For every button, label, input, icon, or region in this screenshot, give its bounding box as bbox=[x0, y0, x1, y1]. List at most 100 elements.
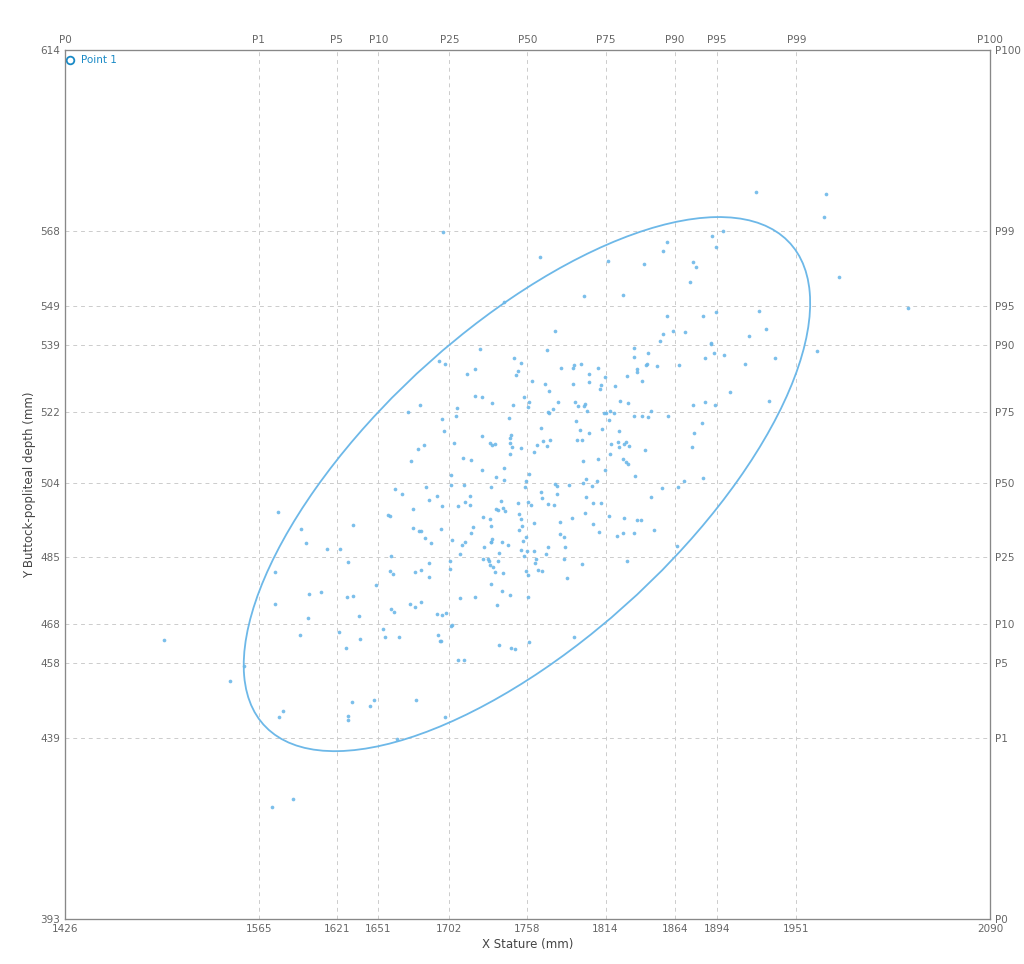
Point bbox=[338, 640, 354, 656]
Point bbox=[382, 509, 398, 524]
Point bbox=[577, 289, 593, 305]
Point bbox=[408, 564, 424, 579]
Point bbox=[489, 502, 506, 518]
Point bbox=[816, 209, 833, 225]
Point bbox=[538, 547, 554, 562]
Point bbox=[382, 549, 398, 564]
Point bbox=[421, 555, 437, 571]
Point bbox=[502, 411, 518, 426]
Point bbox=[639, 356, 655, 371]
Point bbox=[602, 403, 618, 418]
Point bbox=[497, 471, 513, 487]
Point bbox=[526, 544, 543, 559]
Point bbox=[593, 377, 609, 392]
Point bbox=[640, 345, 656, 361]
Point bbox=[609, 528, 626, 544]
Text: N 358  R 0.678    μ(X) 1757.6  σ(X) 82.98    μ(Y) 503.6  σ(Y) 27.72: N 358 R 0.678 μ(X) 1757.6 σ(X) 82.98 μ(Y… bbox=[205, 9, 591, 21]
Point bbox=[482, 512, 499, 527]
Point bbox=[441, 561, 458, 576]
Point bbox=[526, 515, 543, 530]
Point bbox=[697, 350, 714, 365]
Point bbox=[467, 590, 483, 605]
Point bbox=[634, 409, 650, 424]
Point bbox=[521, 634, 538, 650]
Point bbox=[552, 515, 568, 530]
Point bbox=[659, 408, 676, 423]
Point bbox=[682, 274, 698, 289]
Point bbox=[399, 404, 416, 419]
Point bbox=[269, 504, 286, 520]
Point bbox=[549, 486, 565, 501]
Point bbox=[445, 435, 462, 450]
Point bbox=[423, 535, 439, 550]
Point bbox=[708, 240, 724, 255]
Point bbox=[752, 304, 768, 319]
Point bbox=[620, 456, 636, 471]
Point bbox=[541, 406, 557, 421]
Point bbox=[388, 732, 404, 747]
Point bbox=[600, 508, 616, 523]
Point bbox=[518, 473, 535, 489]
Point bbox=[636, 256, 652, 272]
Point bbox=[520, 590, 537, 605]
Point bbox=[722, 384, 738, 399]
Point bbox=[472, 341, 488, 357]
Point bbox=[482, 576, 499, 592]
Point bbox=[474, 428, 490, 443]
Point bbox=[654, 481, 671, 496]
Point bbox=[655, 327, 672, 342]
Point bbox=[413, 523, 429, 539]
Point bbox=[465, 519, 481, 534]
Point bbox=[429, 489, 445, 504]
Point bbox=[510, 363, 526, 379]
Point bbox=[484, 395, 501, 411]
Point bbox=[435, 423, 452, 439]
Point bbox=[584, 478, 600, 494]
Point bbox=[432, 522, 449, 537]
Point bbox=[340, 712, 356, 728]
Point bbox=[452, 590, 468, 605]
Point bbox=[676, 473, 692, 489]
Point bbox=[572, 356, 589, 371]
Point bbox=[366, 692, 382, 708]
Point bbox=[482, 534, 499, 549]
Point bbox=[561, 478, 578, 494]
Point bbox=[437, 356, 454, 371]
Point bbox=[437, 605, 454, 621]
Point bbox=[585, 517, 601, 532]
Point bbox=[520, 466, 537, 481]
Point bbox=[404, 521, 421, 536]
Point bbox=[602, 446, 618, 462]
Point bbox=[344, 694, 360, 710]
Point bbox=[443, 617, 460, 632]
Point bbox=[513, 511, 529, 526]
Point bbox=[368, 577, 384, 593]
Point bbox=[620, 395, 636, 411]
Y-axis label: Y Buttock-popliteal depth (mm): Y Buttock-popliteal depth (mm) bbox=[24, 391, 36, 577]
Point bbox=[591, 524, 607, 540]
Point bbox=[556, 529, 572, 545]
Point bbox=[418, 479, 434, 495]
Point bbox=[707, 345, 723, 361]
Point bbox=[496, 294, 512, 309]
Point bbox=[585, 495, 601, 511]
Point bbox=[263, 799, 280, 815]
Point bbox=[552, 526, 568, 542]
Point bbox=[300, 611, 316, 627]
Point bbox=[525, 444, 542, 460]
Point bbox=[567, 413, 584, 428]
Point bbox=[443, 467, 460, 482]
Point bbox=[638, 358, 654, 373]
Point bbox=[600, 413, 616, 428]
Point bbox=[449, 401, 465, 416]
Point bbox=[495, 500, 511, 516]
Point bbox=[685, 254, 701, 270]
Point bbox=[402, 453, 419, 469]
Point bbox=[593, 495, 609, 511]
Point bbox=[489, 597, 506, 612]
Point bbox=[535, 433, 551, 448]
Point bbox=[402, 597, 419, 612]
Point bbox=[497, 461, 513, 476]
Point bbox=[581, 374, 597, 389]
Point bbox=[615, 525, 632, 541]
